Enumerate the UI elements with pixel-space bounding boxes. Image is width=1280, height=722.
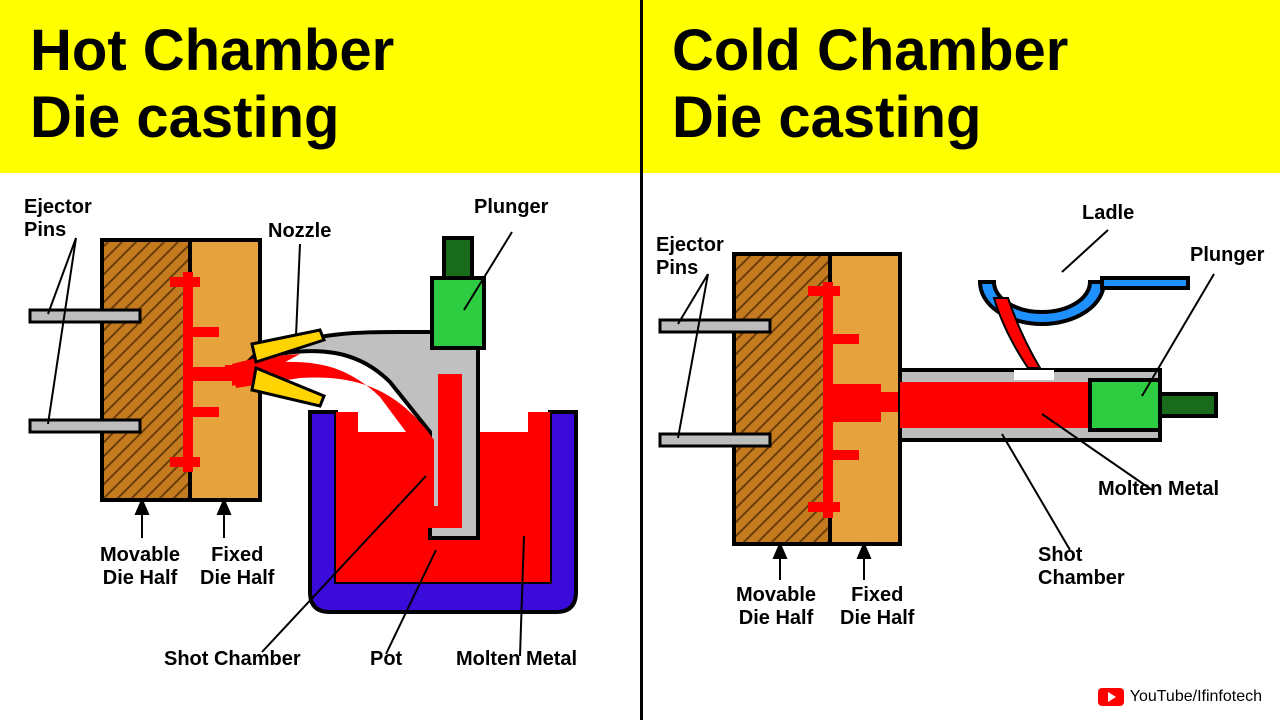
center-divider [640,0,643,720]
label-nozzle: Nozzle [268,220,331,243]
label-shot-chamber: ShotChamber [1038,544,1125,590]
title-line-1: Cold Chamber [672,18,1250,85]
label-molten-metal: Molten Metal [1098,478,1219,501]
hot-chamber-panel: Hot Chamber Die casting [0,0,640,720]
label-fixed-die: FixedDie Half [840,584,914,630]
label-movable-die: MovableDie Half [736,584,816,630]
attribution: YouTube/Ifinfotech [1098,688,1262,706]
cold-chamber-panel: Cold Chamber Die casting [642,0,1280,720]
cold-chamber-diagram: EjectorPins Ladle Plunger MovableDie Hal… [642,182,1280,720]
label-molten-metal: Molten Metal [456,648,577,671]
title-line-2: Die casting [672,85,1250,152]
label-pot: Pot [370,648,402,671]
title-line-1: Hot Chamber [30,18,610,85]
label-ejector-pins: EjectorPins [656,234,724,280]
hot-chamber-diagram: EjectorPins Nozzle Plunger MovableDie Ha… [0,182,640,720]
label-plunger: Plunger [1190,244,1264,267]
label-ejector-pins: EjectorPins [24,196,92,242]
youtube-icon [1098,688,1124,706]
cold-chamber-title: Cold Chamber Die casting [642,0,1280,173]
label-fixed-die: FixedDie Half [200,544,274,590]
label-plunger: Plunger [474,196,548,219]
title-line-2: Die casting [30,85,610,152]
hot-chamber-title: Hot Chamber Die casting [0,0,640,173]
label-shot-chamber: Shot Chamber [164,648,301,671]
label-movable-die: MovableDie Half [100,544,180,590]
label-ladle: Ladle [1082,202,1134,225]
attribution-text: YouTube/Ifinfotech [1130,688,1262,706]
